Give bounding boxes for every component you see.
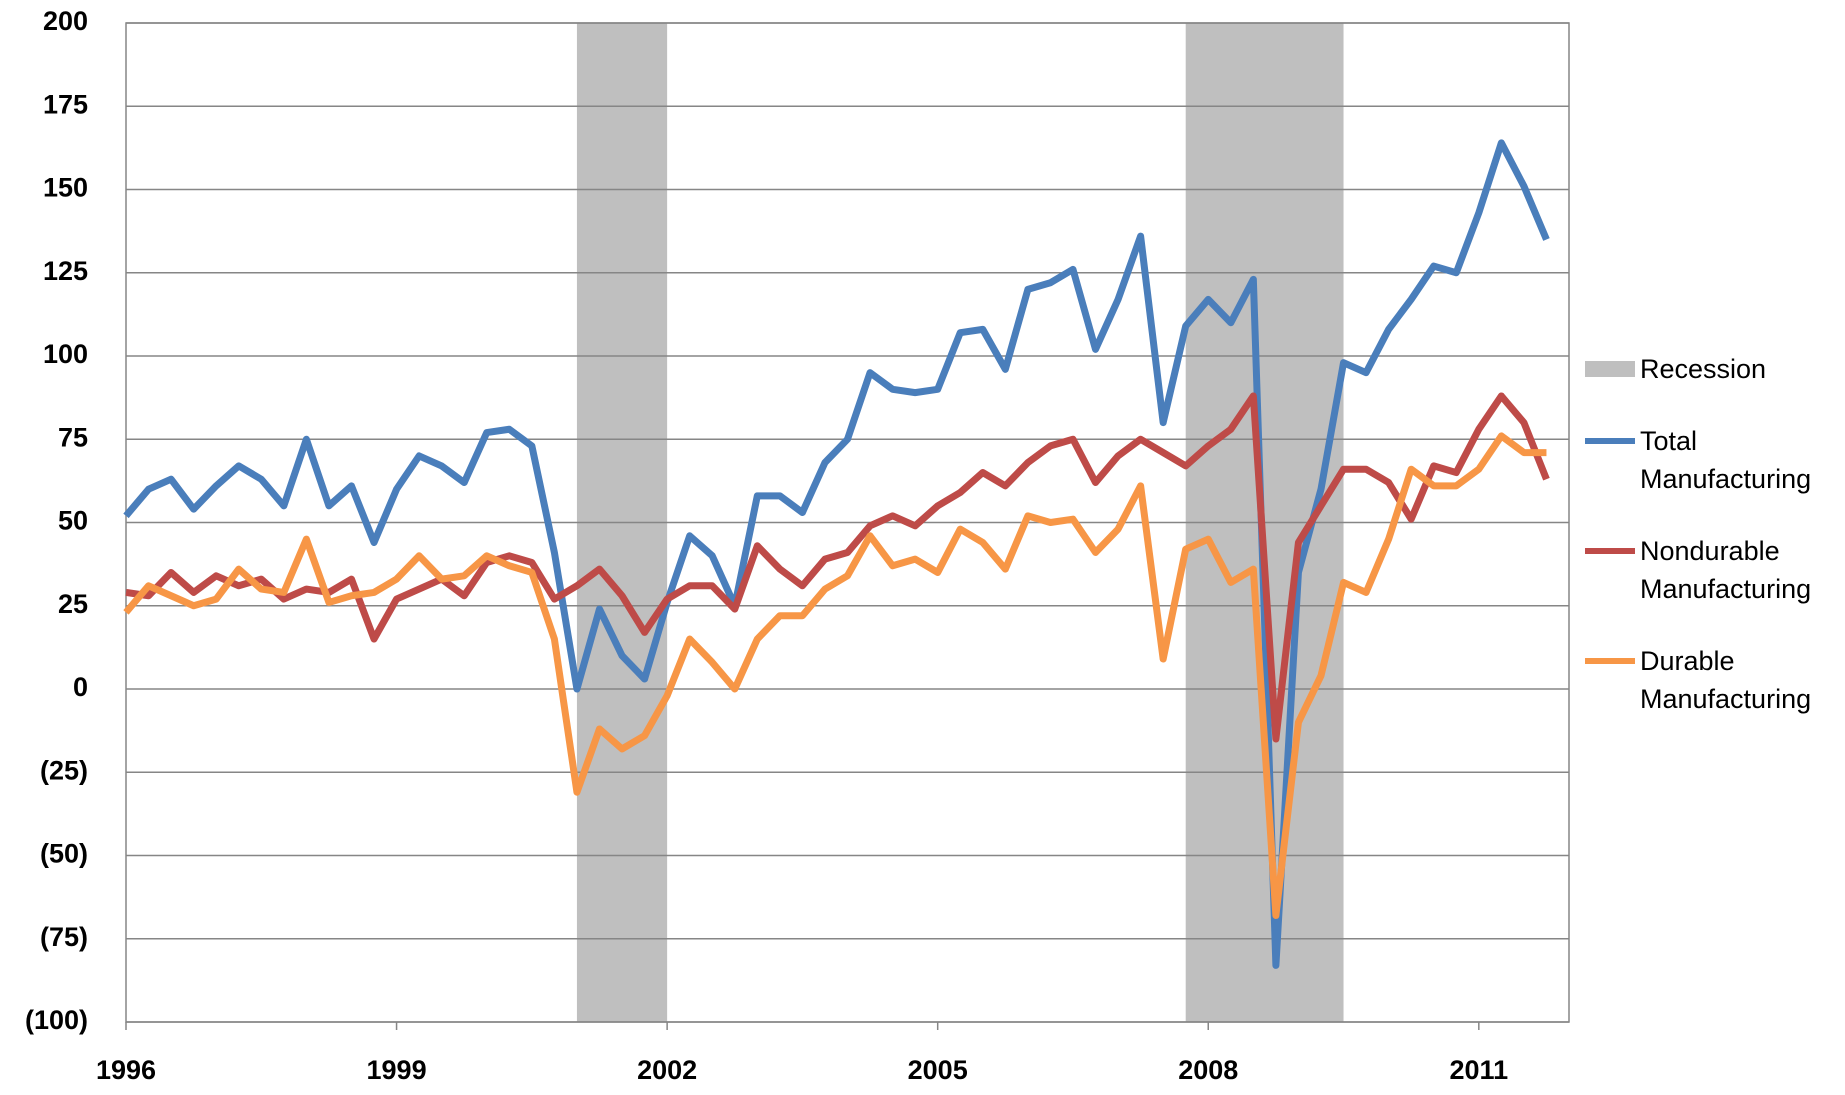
- y-tick-label: 50: [58, 506, 88, 536]
- x-tick-label: 1996: [96, 1055, 156, 1085]
- legend: Recession Total Manufacturing Nondurable M…: [1585, 350, 1845, 752]
- legend-item: Recession: [1585, 350, 1845, 388]
- legend-label: Recession: [1640, 354, 1767, 384]
- legend-swatch: [1585, 658, 1635, 664]
- y-tick-label: 200: [43, 6, 88, 36]
- y-tick-label: 125: [43, 256, 88, 286]
- legend-item: Durable Manufacturing: [1585, 642, 1845, 718]
- series-line: [123, 432, 1547, 919]
- y-tick-label: 75: [58, 422, 88, 452]
- y-tick-label: 0: [73, 672, 88, 702]
- series-line: [125, 392, 1550, 743]
- legend-label: Durable Manufacturing: [1640, 646, 1812, 714]
- plot-border: [125, 22, 1570, 1023]
- legend-swatch: [1585, 548, 1635, 554]
- y-tick-label: (25): [40, 755, 88, 785]
- x-tick-label: 2002: [637, 1055, 697, 1085]
- legend-label: Nondurable Manufacturing: [1640, 536, 1812, 604]
- x-tick-label: 2008: [1178, 1055, 1238, 1085]
- x-tick-label: 1999: [367, 1055, 427, 1085]
- y-tick-label: 175: [43, 89, 88, 119]
- x-tick-label: 2011: [1450, 1055, 1509, 1085]
- y-tick-label: (100): [25, 1005, 88, 1035]
- legend-item: Total Manufacturing: [1585, 422, 1845, 498]
- y-tick-label: 25: [58, 589, 88, 619]
- legend-swatch: [1585, 361, 1635, 377]
- legend-item: Nondurable Manufacturing: [1585, 532, 1845, 608]
- legend-label: Total Manufacturing: [1640, 426, 1812, 494]
- y-tick-label: (50): [40, 839, 88, 869]
- x-tick-label: 2005: [908, 1055, 968, 1085]
- y-tick-label: 100: [43, 339, 88, 369]
- y-tick-label: (75): [40, 922, 88, 952]
- y-tick-label: 150: [43, 173, 88, 203]
- legend-swatch: [1585, 438, 1635, 444]
